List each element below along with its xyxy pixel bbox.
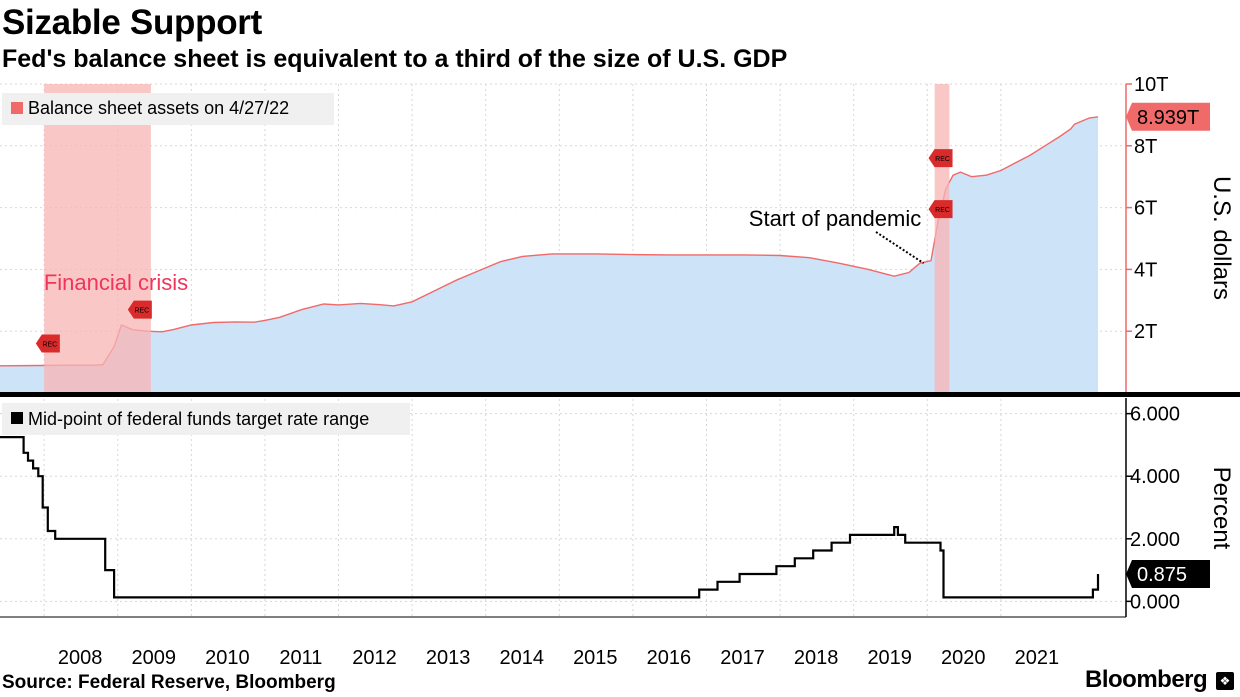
rate-line — [0, 436, 1100, 599]
x-tick-label: 2015 — [573, 647, 618, 669]
annotation-arrow — [875, 231, 925, 265]
y-tick-label-top: 10T — [1134, 74, 1168, 96]
last-value-tag-top — [1126, 102, 1210, 131]
y-tick-label-top: 8T — [1134, 136, 1157, 158]
legend-bottom-swatch — [11, 412, 23, 424]
recession-marker — [127, 300, 152, 319]
recession-marker — [928, 200, 953, 219]
y-tick-label-bottom: 2.000 — [1130, 529, 1180, 551]
x-tick-label: 2011 — [279, 647, 322, 669]
legend-top-swatch — [11, 102, 23, 114]
recession-marker-label: REC — [935, 207, 950, 214]
y-axis-title-bottom: Percent — [1208, 467, 1235, 550]
y-axis-title-top: U.S. dollars — [1208, 176, 1235, 300]
recession-marker-label: REC — [935, 156, 950, 163]
y-tick-label-top: 2T — [1134, 321, 1157, 343]
source-note: Source: Federal Reserve, Bloomberg — [2, 672, 336, 693]
x-tick-label: 2013 — [426, 647, 471, 669]
y-tick-label-bottom: 0.000 — [1130, 591, 1180, 613]
recession-marker — [928, 149, 953, 168]
chart-title: Sizable Support — [2, 3, 262, 42]
recession-band — [934, 84, 950, 393]
legend-bottom-bg — [2, 403, 410, 435]
annotation-pandemic: Start of pandemic — [749, 206, 921, 231]
x-tick-label: 2009 — [132, 647, 177, 669]
terminal-icon: ❖ — [1216, 672, 1234, 690]
last-value-tag-bottom — [1126, 559, 1210, 588]
last-value-bottom: 0.875 — [1137, 564, 1187, 586]
x-tick-label: 2014 — [499, 647, 544, 669]
recession-marker-label: REC — [42, 342, 57, 349]
y-tick-label-top: 6T — [1134, 198, 1157, 220]
x-tick-label: 2016 — [647, 647, 692, 669]
recession-marker — [35, 334, 60, 353]
x-tick-label: 2018 — [794, 647, 839, 669]
assets-area — [0, 116, 1099, 394]
x-tick-label: 2010 — [205, 647, 250, 669]
panel-separator — [0, 392, 1240, 397]
assets-line — [0, 116, 1099, 367]
y-tick-label-bottom: 4.000 — [1130, 466, 1180, 488]
x-tick-label: 2021 — [1015, 647, 1060, 669]
y-tick-label-bottom: 6.000 — [1130, 404, 1180, 426]
last-value-top: 8.939T — [1137, 107, 1199, 129]
x-tick-label: 2020 — [941, 647, 986, 669]
chart-subtitle: Fed's balance sheet is equivalent to a t… — [2, 45, 788, 73]
y-tick-label-top: 4T — [1134, 259, 1157, 281]
x-tick-label: 2019 — [867, 647, 912, 669]
recession-marker-label: REC — [134, 308, 149, 315]
x-tick-label: 2012 — [352, 647, 397, 669]
legend-top-bg — [2, 93, 334, 125]
bloomberg-logo: Bloomberg — [1085, 666, 1208, 693]
legend-top-label: Balance sheet assets on 4/27/22 — [28, 98, 289, 118]
x-tick-label: 2008 — [58, 647, 103, 669]
legend-bottom-label: Mid-point of federal funds target rate r… — [28, 409, 369, 429]
recession-band — [44, 84, 151, 393]
annotation-financial-crisis: Financial crisis — [44, 270, 188, 295]
x-tick-label: 2017 — [720, 647, 765, 669]
